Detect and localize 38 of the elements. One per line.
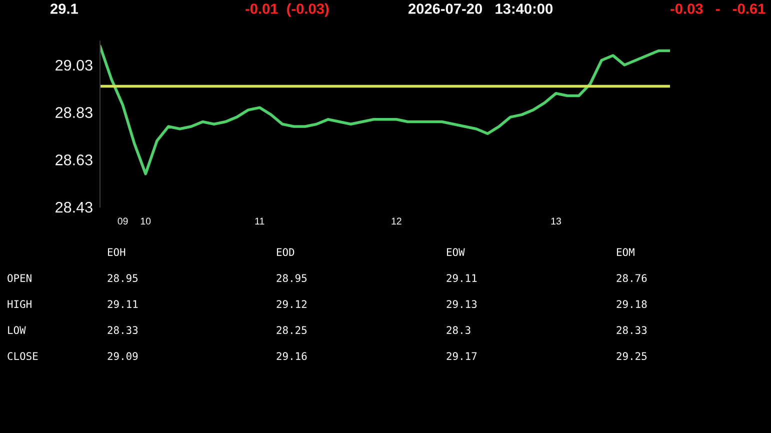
x-tick-label: 10 [140, 218, 151, 225]
text: HIGH [8, 300, 32, 308]
y-tick-label: 29.03 [56, 60, 92, 71]
text: EOH [108, 248, 126, 256]
text: LOW [8, 326, 26, 334]
text: 29.18 [616, 300, 647, 308]
x-tick-label: 12 [392, 218, 402, 224]
text: 29.11 [446, 274, 477, 282]
text: EOD [277, 248, 294, 256]
text: 28.33 [108, 326, 138, 334]
text: EOM [617, 248, 634, 256]
text: CLOSE [8, 352, 38, 360]
text: 29.13 [446, 300, 477, 308]
text: 29.25 [616, 352, 647, 360]
text: 2026-07-20 13:40:00 [408, 4, 553, 14]
text: 29.17 [446, 352, 477, 360]
text: EOW [447, 248, 465, 256]
text: 28.33 [616, 326, 647, 334]
text: 29.11 [108, 300, 138, 308]
text: 28.25 [276, 326, 307, 334]
chart-title: 29.1 [50, 4, 78, 14]
text: 29.12 [276, 300, 306, 308]
x-tick-label: 11 [255, 218, 264, 224]
text: -0.03 - -0.61 [670, 4, 766, 14]
text: 28.76 [616, 274, 647, 282]
y-tick-label: 28.83 [56, 107, 92, 118]
text: OPEN [8, 274, 32, 282]
text: 28.95 [276, 274, 307, 282]
text: 29.09 [108, 352, 138, 360]
text: 28.95 [108, 274, 138, 282]
y-tick-label: 28.43 [56, 202, 92, 213]
x-tick-label: 09 [118, 218, 128, 225]
line-series [100, 44, 670, 176]
y-tick-label: 28.63 [56, 154, 92, 166]
x-tick-label: 13 [551, 218, 561, 225]
text: -0.01 (-0.03) [246, 3, 329, 17]
text: 28.3 [446, 326, 470, 334]
text: 29.16 [276, 352, 307, 360]
